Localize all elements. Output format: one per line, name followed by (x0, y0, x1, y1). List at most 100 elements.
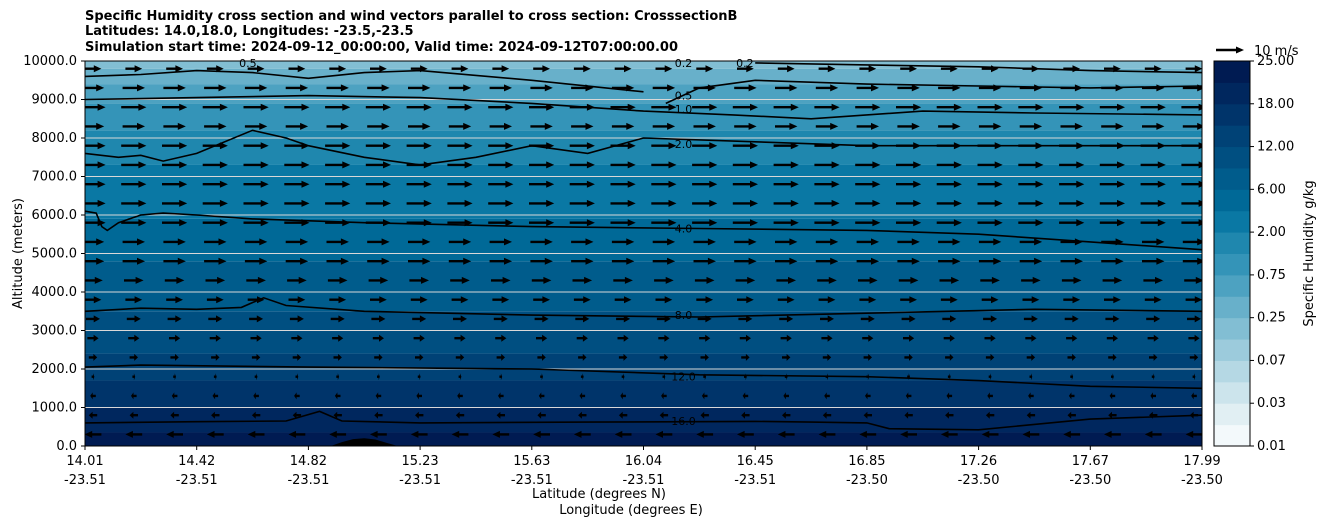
colorbar-tick-label: 18.00 (1257, 97, 1294, 112)
wind-vector (122, 84, 145, 92)
contour-label: 0.5 (239, 57, 257, 70)
wind-vector (987, 392, 993, 400)
contour-layer (85, 62, 1202, 431)
wind-vector (734, 257, 757, 265)
wind-vector (1182, 84, 1202, 92)
wind-vector (455, 353, 465, 361)
wind-vector (202, 199, 228, 207)
wind-vector (571, 122, 594, 130)
colorbar-band (1214, 360, 1250, 383)
wind-vector (333, 411, 342, 419)
wind-vector (900, 65, 917, 73)
wind-vector (983, 315, 998, 323)
wind-vector (167, 315, 182, 323)
wind-vector (163, 257, 186, 265)
wind-vector (325, 161, 351, 169)
wind-vector (939, 276, 960, 284)
wind-vector (862, 334, 874, 342)
colorbar-band (1214, 61, 1250, 83)
wind-vector (700, 353, 709, 361)
wind-vector (493, 315, 508, 323)
wind-vector (85, 257, 105, 265)
wind-vector (163, 238, 186, 246)
wind-vector (900, 296, 917, 304)
wind-vector (741, 411, 750, 419)
wind-vector (775, 238, 798, 246)
wind-vector (406, 103, 432, 111)
wind-vector (824, 392, 830, 400)
wind-vector (1068, 392, 1075, 400)
wind-vector (85, 122, 105, 130)
wind-vector (905, 392, 912, 400)
wind-vector (814, 161, 840, 169)
wind-vector (732, 161, 758, 169)
contour-line-4.0 (85, 210, 1202, 251)
wind-vector (251, 411, 261, 419)
wind-vector (977, 161, 1003, 169)
wind-vector (122, 238, 145, 246)
wind-vector (489, 257, 512, 265)
contour-label: 16.0 (671, 415, 696, 428)
wind-vector (247, 430, 265, 438)
wind-vector (365, 180, 391, 188)
wind-vector (529, 103, 555, 111)
wind-vector (780, 334, 792, 342)
contour-label: 2.0 (675, 138, 693, 151)
wind-vector (1181, 199, 1202, 207)
wind-vector (651, 199, 677, 207)
y-tick-label: 6000.0 (32, 208, 78, 223)
wind-vector (610, 199, 636, 207)
colorbar-tick-label: 0.03 (1257, 396, 1286, 411)
colorbar-tick-label: 0.25 (1257, 311, 1286, 326)
wind-vector (1021, 276, 1041, 284)
wind-vector (659, 411, 669, 419)
wind-vector (204, 238, 227, 246)
wind-vector (855, 142, 881, 150)
wind-vector (170, 353, 179, 361)
wind-vector (814, 103, 840, 111)
wind-vector (656, 315, 671, 323)
wind-vector (1144, 65, 1162, 73)
wind-vector (896, 219, 922, 227)
colorbar-label: Specific Humidity g/kg (1302, 180, 1317, 326)
wind-vector (284, 199, 310, 207)
wind-vector (611, 122, 635, 130)
wind-vector (692, 103, 718, 111)
wind-vector (651, 142, 677, 150)
x-tick-label-lon: -23.50 (958, 473, 1000, 488)
humidity-band (85, 218, 1202, 262)
wind-vector (775, 257, 798, 265)
wind-vector (777, 65, 795, 73)
x-tick-label-lon: -23.51 (176, 473, 218, 488)
wind-vector (1101, 84, 1124, 92)
wind-vector (121, 180, 147, 188)
wind-vector (243, 161, 269, 169)
wind-vector (530, 122, 553, 130)
wind-vector (1029, 373, 1033, 381)
wind-vector (782, 411, 791, 419)
wind-vector (777, 296, 795, 304)
wind-vector (202, 219, 228, 227)
wind-vector (655, 430, 673, 438)
wind-vector (122, 257, 145, 265)
wind-vector (529, 142, 555, 150)
wind-vector (1101, 238, 1124, 246)
wind-vector (775, 84, 798, 92)
wind-vector (652, 84, 676, 92)
contour-label-layer: 0.5 0.2 0.20.51.02.04.08.012.016.0 (239, 57, 754, 428)
wind-vector (901, 315, 916, 323)
colorbar-tick-label: 12.00 (1257, 140, 1294, 155)
wind-vector (202, 161, 228, 169)
wind-vector (1060, 257, 1083, 265)
wind-vector (247, 296, 265, 304)
wind-vector (85, 276, 103, 284)
wind-vector (1102, 276, 1123, 284)
colorbar-band (1214, 82, 1250, 105)
wind-vector (121, 142, 147, 150)
wind-vector (447, 103, 473, 111)
wind-vector (1018, 161, 1044, 169)
wind-vector (85, 219, 106, 227)
wind-vector (1147, 334, 1159, 342)
wind-vector (856, 122, 879, 130)
wind-vector (610, 180, 636, 188)
